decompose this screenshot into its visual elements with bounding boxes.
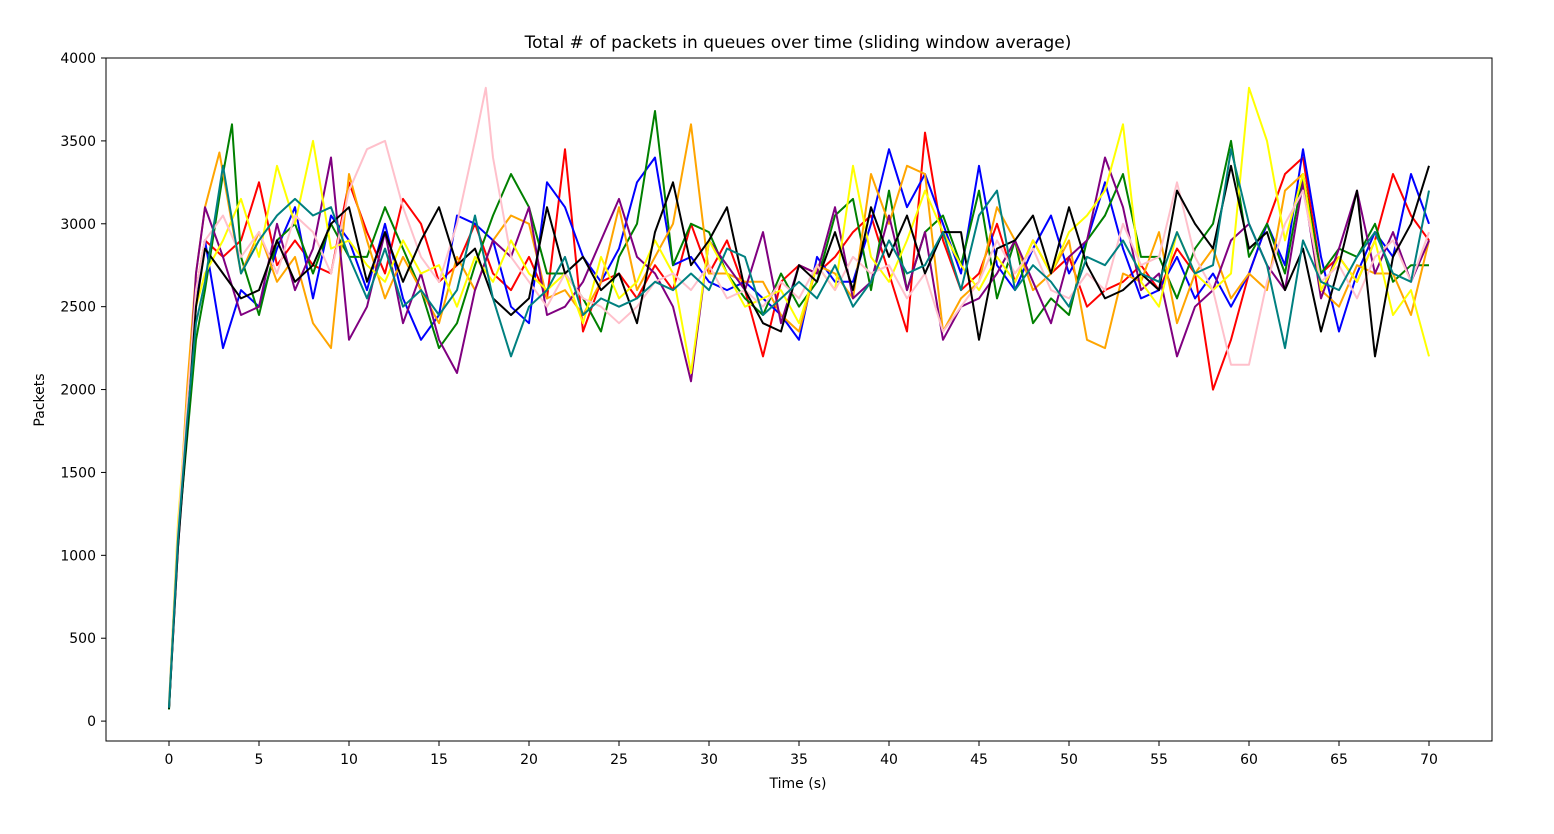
y-tick-label: 0 — [87, 714, 96, 730]
x-tick-label: 65 — [1330, 752, 1348, 768]
y-axis: 0 500 1000 1500 2000 2500 3000 3500 4000 — [60, 51, 106, 730]
series-line — [168, 156, 1430, 708]
y-tick-label: 4000 — [60, 51, 96, 67]
series-layer — [168, 86, 1430, 710]
series-line — [168, 123, 1430, 707]
x-tick-label: 45 — [970, 752, 988, 768]
x-tick-label: 15 — [430, 752, 448, 768]
x-tick-label: 30 — [700, 752, 718, 768]
y-tick-label: 2000 — [60, 383, 96, 399]
y-tick-label: 500 — [69, 631, 96, 647]
y-tick-label: 1000 — [60, 548, 96, 564]
x-tick-label: 10 — [340, 752, 358, 768]
x-axis: 0 5 10 15 20 25 30 35 40 45 50 55 60 65 70 — [165, 741, 1438, 768]
series-line — [168, 86, 1430, 706]
x-axis-label: Time (s) — [769, 776, 827, 792]
y-tick-label: 1500 — [60, 465, 96, 481]
series-line — [168, 148, 1430, 708]
x-tick-label: 60 — [1240, 752, 1258, 768]
y-axis-label: Packets — [32, 373, 48, 426]
x-tick-label: 55 — [1150, 752, 1168, 768]
x-tick-label: 25 — [610, 752, 628, 768]
x-tick-label: 70 — [1420, 752, 1438, 768]
series-line — [168, 110, 1429, 710]
x-tick-label: 0 — [165, 752, 174, 768]
series-line — [168, 164, 1430, 709]
y-tick-label: 3000 — [60, 217, 96, 233]
x-tick-label: 40 — [880, 752, 898, 768]
plot-frame — [105, 57, 1493, 742]
x-tick-label: 35 — [790, 752, 808, 768]
chart-title: Total # of packets in queues over time (… — [524, 33, 1072, 53]
series-line — [168, 131, 1430, 708]
y-tick-label: 3500 — [60, 134, 96, 150]
series-line — [168, 86, 1430, 705]
x-tick-label: 5 — [255, 752, 264, 768]
x-tick-label: 20 — [520, 752, 538, 768]
x-tick-label: 50 — [1060, 752, 1078, 768]
y-tick-label: 2500 — [60, 300, 96, 316]
